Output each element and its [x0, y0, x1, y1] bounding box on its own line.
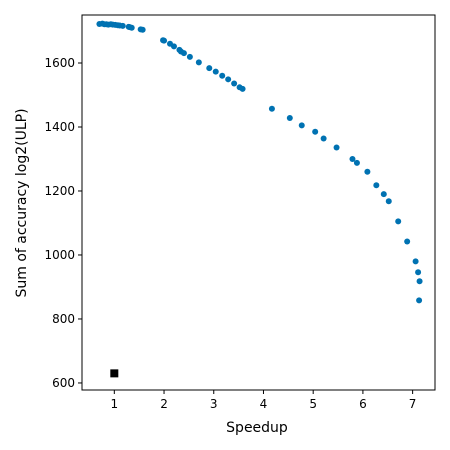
data-point [380, 191, 387, 198]
data-point [416, 297, 423, 304]
data-point [364, 168, 371, 175]
x-tick-label: 4 [260, 397, 268, 411]
x-axis-label: Speedup [226, 420, 288, 436]
data-point [119, 22, 126, 29]
data-point [416, 278, 423, 285]
data-points [96, 20, 423, 378]
x-tick-label: 3 [210, 397, 218, 411]
data-point [286, 115, 293, 122]
y-tick-label: 1000 [44, 248, 75, 262]
x-tick-label: 6 [359, 397, 367, 411]
data-point [239, 85, 246, 92]
y-tick-label: 800 [52, 312, 75, 326]
x-tick-label: 7 [409, 397, 417, 411]
x-tick-label: 1 [110, 397, 118, 411]
data-point [231, 80, 238, 87]
data-point [268, 105, 275, 112]
data-point [415, 269, 422, 276]
data-point [206, 65, 213, 72]
square-point [110, 369, 119, 378]
x-axis-ticks: 1 2 3 4 5 6 7 [110, 390, 416, 411]
data-point [353, 159, 360, 166]
data-point [349, 155, 356, 162]
data-point [212, 68, 219, 75]
data-point [373, 182, 380, 189]
plot-frame [81, 14, 436, 391]
data-point [161, 37, 168, 44]
data-point [225, 76, 232, 83]
data-point [186, 53, 193, 60]
x-tick-label: 2 [160, 397, 168, 411]
y-tick-label: 600 [52, 376, 75, 390]
data-point [298, 122, 305, 129]
y-axis-ticks: 600 800 1000 1200 1400 1600 [44, 56, 82, 390]
x-tick-label: 5 [309, 397, 317, 411]
y-tick-label: 1600 [44, 56, 75, 70]
data-point [195, 59, 202, 66]
data-point [180, 50, 187, 57]
data-point [320, 135, 327, 142]
data-point [333, 144, 340, 151]
data-point [385, 198, 392, 205]
data-point [404, 238, 411, 245]
plot-area: 1 2 3 4 5 6 7 600 800 1000 1200 1400 1600 [44, 14, 436, 411]
data-point [412, 258, 419, 265]
data-point [128, 24, 135, 31]
y-tick-label: 1200 [44, 184, 75, 198]
data-point [170, 43, 177, 50]
data-point [139, 26, 146, 33]
data-point [395, 218, 402, 225]
y-axis-label: Sum of accuracy log2(ULP) [14, 108, 30, 297]
y-tick-label: 1400 [44, 120, 75, 134]
data-point [219, 72, 226, 79]
data-point [312, 128, 319, 135]
